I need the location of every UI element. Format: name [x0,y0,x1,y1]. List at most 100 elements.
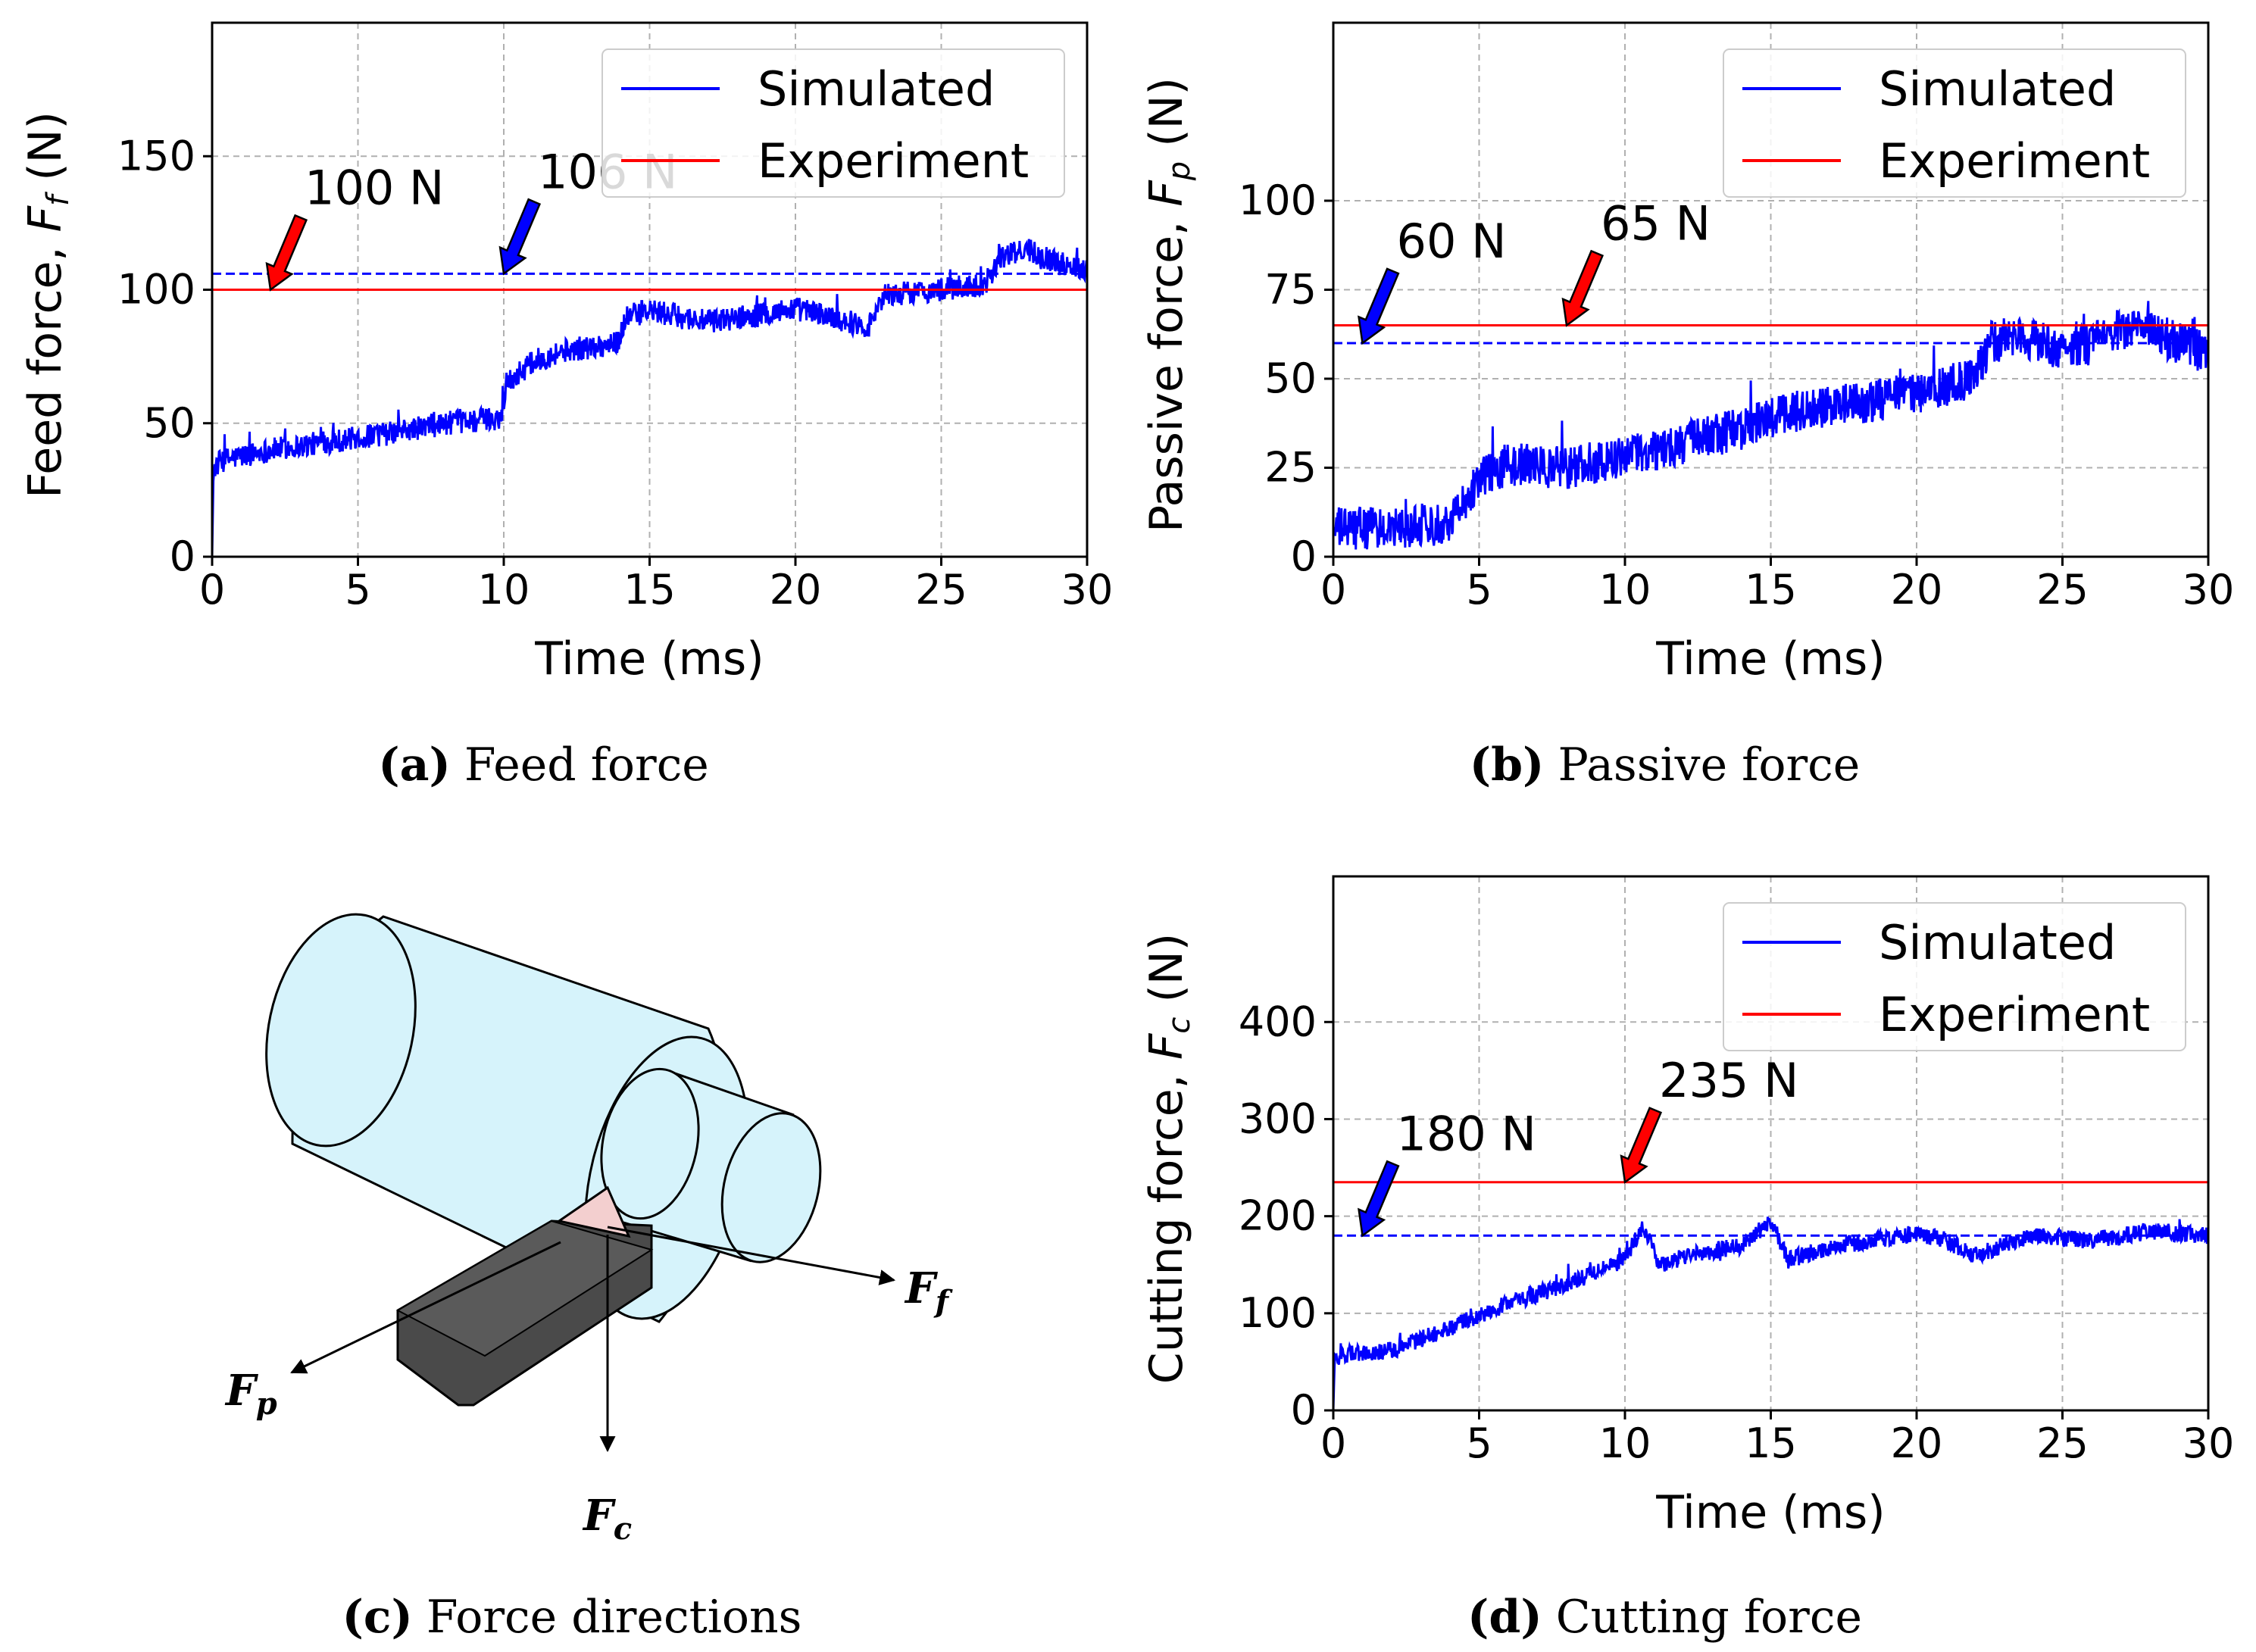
workpiece-small-cylinder [600,1067,822,1263]
y-tick-label: 400 [1239,998,1317,1045]
y-axis-label: Feed force, Ff (N) [19,111,76,498]
tick-labels: 0 5 10 15 20 25 30 0 50 100 150 [117,132,1113,614]
passive-force-arrow [290,1241,561,1374]
y-axis-label-subscript: p [1162,161,1197,181]
y-axis-label: Passive force, Fp (N) [1140,77,1197,532]
y-axis-label-subscript: c [1162,1017,1197,1034]
caption-tag: (d) [1467,1591,1542,1644]
y-tick-label: 200 [1239,1192,1317,1240]
x-tick-label: 30 [1061,566,1114,614]
y-tick-label: 0 [1291,1386,1317,1434]
cutting-force-symbol: F [582,1491,617,1541]
passive-force-symbol: F [224,1366,259,1416]
annotation-arrow [265,214,308,292]
annotation-arrow [1358,267,1400,345]
annotation-label: 60 N [1397,214,1507,269]
x-tick-label: 5 [1466,1419,1492,1467]
annotation-arrow [498,198,542,276]
annotation-arrow [1358,1160,1400,1238]
x-axis-label: Time (ms) [1655,632,1885,685]
y-axis-label-text: Feed force, [19,232,72,498]
y-tick-label: 100 [117,266,195,314]
x-tick-label: 5 [1466,566,1492,614]
y-axis-label-symbol: F [1140,180,1193,207]
cutting-force-label: Fc [582,1491,632,1547]
feed-force-label: Ff [904,1263,953,1319]
tool-insert [556,1185,631,1238]
annotation-arrow [1620,1107,1663,1185]
feed-force-arrow [607,1226,896,1285]
annotation-label: 100 N [305,161,444,216]
legend-label: Experiment [758,133,1029,189]
y-tick-label: 25 [1264,444,1317,492]
annotation-label: 65 N [1601,196,1711,251]
caption-text: Feed force [464,739,709,792]
caption-tag: (c) [342,1591,413,1644]
simulated-series-line [1333,301,2210,550]
y-tick-label: 50 [1264,354,1317,402]
y-tick-label: 75 [1264,266,1317,314]
x-tick-label: 15 [1745,1419,1797,1467]
caption-text: Force directions [427,1591,802,1644]
legend-label: Experiment [1879,987,2150,1042]
x-tick-label: 20 [1891,566,1943,614]
x-tick-label: 25 [2036,1419,2089,1467]
cutting-force-subscript: c [614,1511,632,1547]
x-tick-label: 0 [199,566,225,614]
y-tick-label: 0 [1291,532,1317,580]
x-tick-label: 10 [478,566,530,614]
y-axis-label-symbol: F [1140,1032,1193,1060]
x-tick-label: 10 [1599,566,1651,614]
cutting-tool [395,1185,654,1407]
x-tick-label: 25 [915,566,967,614]
series-layer [1332,1181,2210,1411]
caption-text: Cutting force [1556,1591,1862,1644]
y-tick-label: 100 [1239,176,1317,224]
x-tick-label: 20 [770,566,822,614]
simulated-series-line [211,239,1089,557]
x-tick-label: 0 [1320,1419,1346,1467]
caption-tag: (a) [378,739,451,792]
legend: Simulated Experiment [1723,48,2186,198]
x-tick-label: 0 [1320,566,1346,614]
x-axis-label: Time (ms) [1655,1486,1885,1539]
tick-labels: 0 5 10 15 20 25 30 0 25 50 75 100 [1239,176,2234,614]
x-tick-label: 15 [623,566,676,614]
y-tick-label: 100 [1239,1289,1317,1337]
legend-label: Experiment [1879,133,2150,189]
x-axis-label: Time (ms) [534,632,764,685]
cylinder-large-left-face [265,913,417,1148]
caption: (c) Force directions [342,1591,802,1644]
legend: Simulated Experiment [601,48,1065,198]
passive-force-chart: 0 5 10 15 20 25 30 0 25 50 75 100 60 N 65 N Simulate… [1140,21,2234,792]
y-tick-label: 50 [143,399,195,447]
y-axis-label-text: Passive force, [1140,207,1193,532]
y-axis-label-unit: (N) [19,111,72,195]
series-layer [211,239,1089,557]
x-tick-label: 15 [1745,566,1797,614]
series-layer [1333,301,2210,550]
x-tick-label: 30 [2183,1419,2235,1467]
y-axis-label-text: Cutting force, [1140,1060,1193,1384]
legend-label: Simulated [1879,61,2116,117]
y-axis-label: Cutting force, Fc (N) [1140,933,1197,1384]
cylinder-small-left-face [600,1067,700,1220]
cylinder-small-right-face [720,1112,822,1263]
x-tick-label: 30 [2183,566,2235,614]
caption: (a) Feed force [378,739,709,792]
y-tick-label: 150 [117,132,195,180]
passive-force-subscript: p [256,1386,277,1422]
annotation-label: 180 N [1397,1106,1536,1161]
y-tick-label: 0 [170,532,195,580]
x-tick-label: 20 [1891,1419,1943,1467]
feed-force-subscript: f [933,1284,953,1319]
y-axis-label-unit: (N) [1140,933,1193,1017]
annotation-label: 235 N [1659,1053,1798,1108]
y-tick-label: 300 [1239,1095,1317,1142]
x-tick-label: 5 [345,566,370,614]
caption-text: Passive force [1558,739,1860,792]
legend-label: Simulated [758,61,995,117]
